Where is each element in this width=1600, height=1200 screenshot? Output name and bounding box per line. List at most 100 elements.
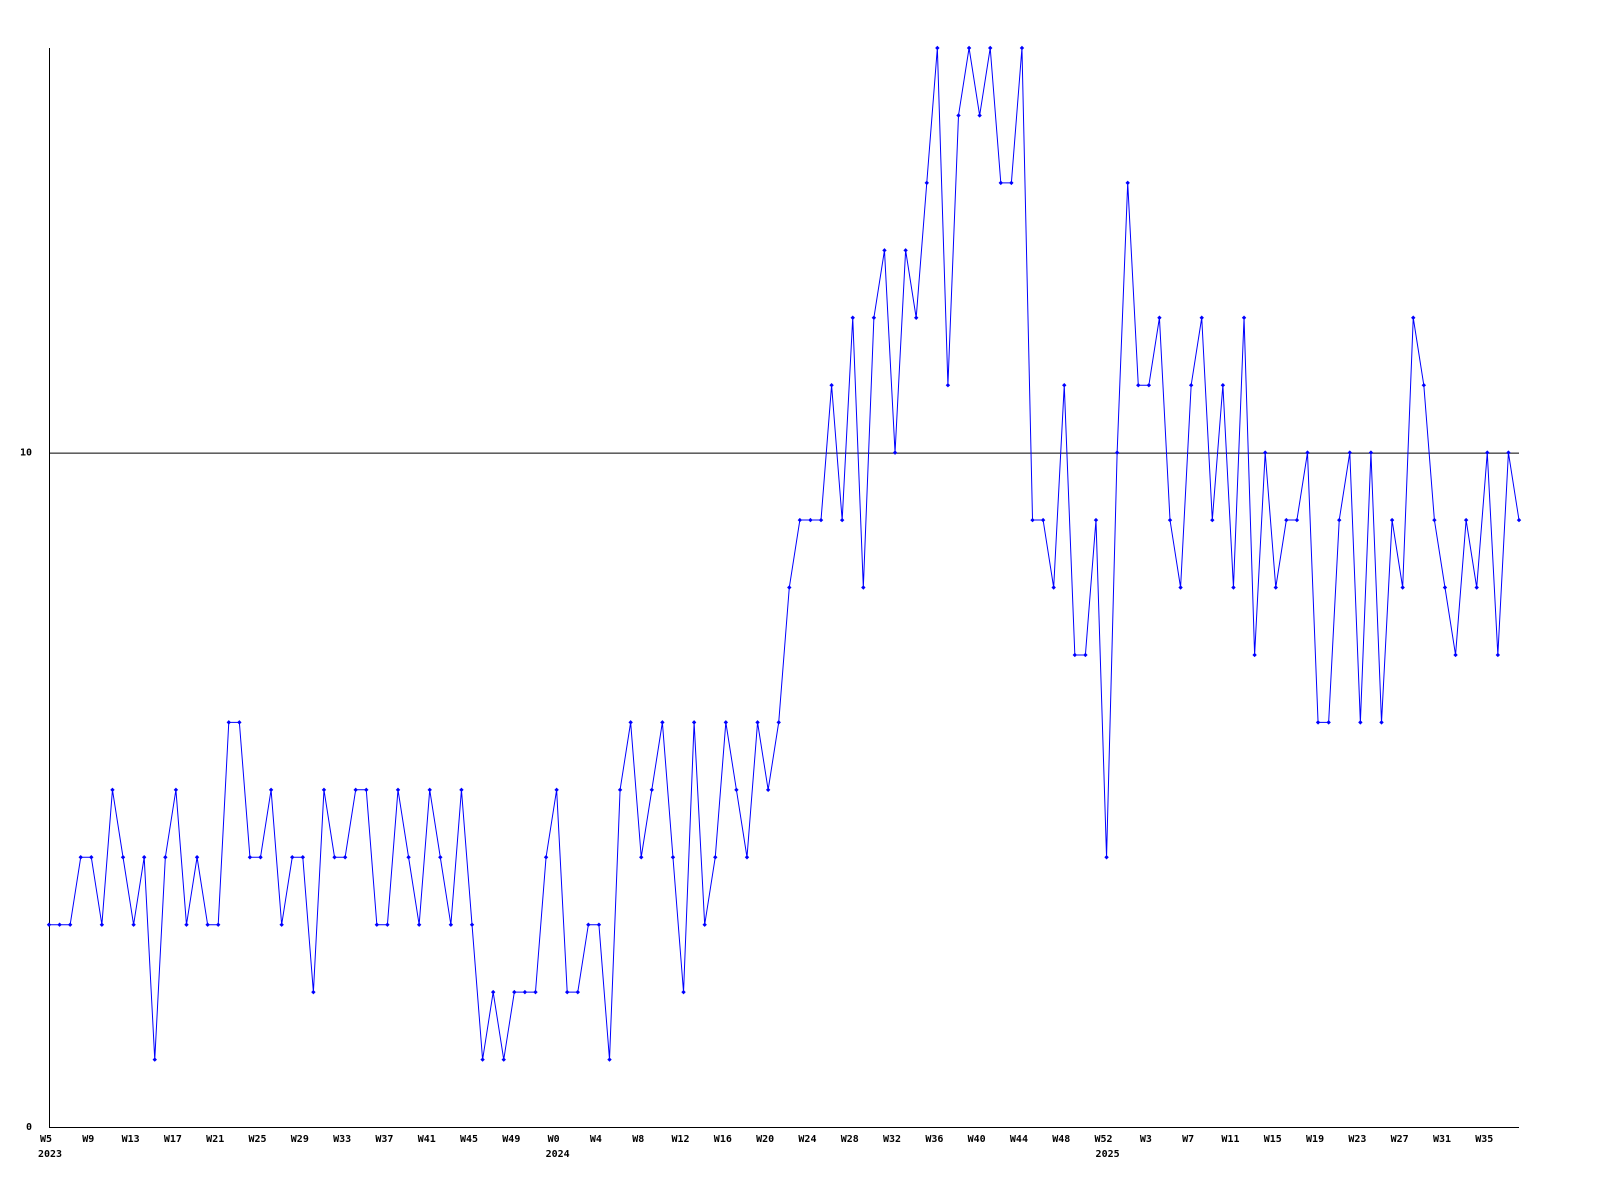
data-point	[871, 315, 877, 320]
data-point	[924, 180, 929, 186]
data-line	[49, 47, 1520, 1060]
x-year-label: 2024	[546, 1149, 570, 1160]
data-point	[691, 720, 697, 725]
x-tick-label: W19	[1306, 1134, 1324, 1145]
data-point	[1093, 517, 1099, 523]
data-point	[649, 787, 655, 793]
data-point	[522, 989, 528, 995]
data-point	[46, 922, 52, 927]
x-tick-label: W20	[756, 1134, 774, 1145]
data-point	[765, 787, 771, 793]
data-point	[321, 787, 327, 793]
data-point	[744, 855, 750, 860]
data-point	[512, 989, 517, 995]
data-point	[1125, 180, 1130, 186]
data-point	[1210, 517, 1215, 523]
data-point	[1432, 517, 1437, 523]
data-point	[670, 855, 676, 860]
data-point	[1379, 720, 1384, 725]
data-point	[1199, 315, 1204, 320]
data-point	[131, 922, 136, 927]
data-point	[353, 787, 358, 793]
data-point	[829, 382, 834, 388]
data-point	[1273, 585, 1278, 590]
x-tick-label: W5	[40, 1134, 52, 1145]
data-point	[448, 922, 454, 927]
data-point	[1474, 585, 1479, 590]
data-point	[1358, 720, 1363, 725]
x-tick-label: W9	[82, 1134, 94, 1145]
data-point	[1294, 517, 1300, 523]
data-point	[1157, 315, 1162, 320]
data-point	[1220, 382, 1226, 388]
data-point	[1389, 517, 1395, 523]
data-point	[459, 787, 464, 793]
data-point	[1188, 382, 1194, 388]
x-tick-label: W28	[841, 1134, 859, 1145]
data-point	[808, 517, 813, 523]
data-point	[141, 855, 147, 860]
data-point	[1019, 45, 1025, 51]
data-point	[501, 1057, 506, 1062]
data-point	[480, 1057, 485, 1062]
data-point	[490, 989, 496, 995]
data-point	[1241, 315, 1247, 320]
data-point	[110, 787, 115, 793]
data-point	[332, 855, 337, 860]
data-point	[152, 1057, 157, 1062]
x-tick-label: W16	[714, 1134, 732, 1145]
data-point	[205, 922, 210, 927]
data-point	[681, 989, 686, 995]
data-point	[892, 450, 898, 455]
data-point	[998, 180, 1003, 186]
x-year-label: 2025	[1096, 1149, 1120, 1160]
data-point	[1062, 382, 1067, 388]
y-tick-label: 0	[26, 1122, 32, 1133]
data-point	[543, 855, 549, 860]
data-point	[1114, 450, 1120, 455]
data-point	[935, 45, 940, 51]
x-tick-label: W4	[590, 1134, 602, 1145]
data-point	[216, 922, 221, 927]
data-point	[1167, 517, 1173, 523]
x-tick-label: W48	[1052, 1134, 1070, 1145]
data-point	[723, 720, 729, 725]
data-point	[1083, 652, 1088, 658]
data-point	[1453, 652, 1458, 658]
x-tick-label: W15	[1264, 1134, 1282, 1145]
data-point	[882, 248, 887, 253]
data-point	[776, 720, 781, 725]
data-point	[1030, 517, 1035, 523]
data-point	[1231, 585, 1236, 590]
data-point	[850, 315, 855, 320]
data-point	[628, 720, 633, 725]
data-point	[279, 922, 284, 927]
x-tick-label: W25	[248, 1134, 266, 1145]
data-point	[268, 787, 274, 793]
x-tick-label: W17	[164, 1134, 182, 1145]
x-tick-label: W31	[1433, 1134, 1451, 1145]
x-tick-label: W49	[502, 1134, 520, 1145]
data-point	[311, 989, 316, 995]
data-point	[956, 113, 961, 118]
data-point	[988, 45, 993, 51]
data-point	[184, 922, 189, 927]
x-tick-label: W45	[460, 1134, 478, 1145]
data-point	[903, 248, 908, 253]
data-point	[1284, 517, 1289, 523]
data-point	[1009, 180, 1014, 186]
data-point	[416, 922, 422, 927]
data-point	[1463, 517, 1469, 523]
x-tick-label: W8	[632, 1134, 644, 1145]
x-tick-label: W13	[122, 1134, 140, 1145]
x-tick-label: W23	[1348, 1134, 1366, 1145]
x-tick-label: W36	[925, 1134, 943, 1145]
data-point	[1400, 585, 1405, 590]
data-point	[797, 517, 803, 523]
data-point	[406, 855, 411, 860]
x-tick-label: W40	[968, 1134, 986, 1145]
data-point	[427, 787, 432, 793]
data-point	[1495, 652, 1501, 658]
data-point	[639, 855, 644, 860]
data-point	[1146, 382, 1152, 388]
